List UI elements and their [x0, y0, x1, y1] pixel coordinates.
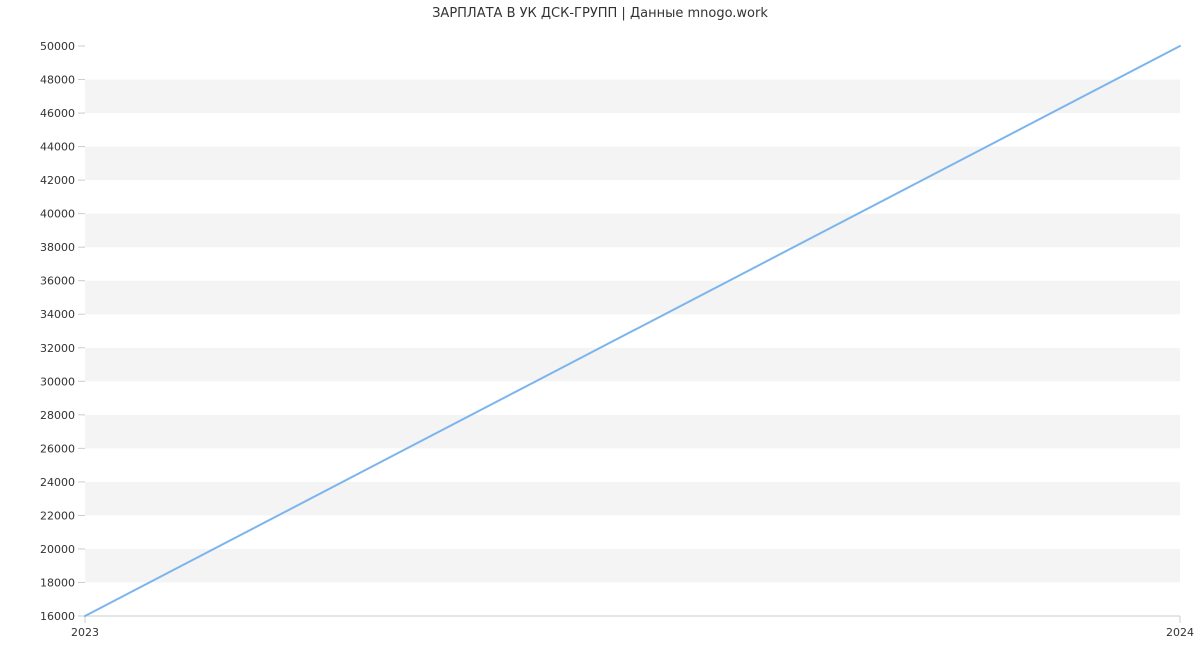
grid-band — [85, 113, 1180, 147]
grid-band — [85, 247, 1180, 281]
y-tick-label: 34000 — [40, 308, 75, 321]
grid-band — [85, 147, 1180, 181]
chart-title: ЗАРПЛАТА В УК ДСК-ГРУПП | Данные mnogo.w… — [0, 6, 1200, 21]
y-tick-label: 18000 — [40, 576, 75, 589]
grid-band — [85, 515, 1180, 549]
grid-band — [85, 46, 1180, 80]
grid-band — [85, 448, 1180, 482]
chart-plot-area: 16000 18000 20000 22000 24000 26000 28000 30000… — [0, 0, 1200, 650]
y-tick-label: 48000 — [40, 74, 75, 87]
grid-band — [85, 214, 1180, 248]
y-tick-label: 46000 — [40, 107, 75, 120]
grid-band — [85, 482, 1180, 516]
y-tick-label: 24000 — [40, 476, 75, 489]
salary-line-chart: ЗАРПЛАТА В УК ДСК-ГРУПП | Данные mnogo.w… — [0, 0, 1200, 650]
y-tick-label: 42000 — [40, 174, 75, 187]
grid-band — [85, 582, 1180, 616]
y-tick-label: 26000 — [40, 442, 75, 455]
y-tick-label: 36000 — [40, 275, 75, 288]
grid-band — [85, 281, 1180, 315]
y-tick-label: 22000 — [40, 509, 75, 522]
grid-band — [85, 180, 1180, 214]
x-tick-label: 2024 — [1166, 626, 1194, 639]
grid-band — [85, 381, 1180, 415]
grid-band — [85, 80, 1180, 114]
y-tick-label: 30000 — [40, 375, 75, 388]
grid-band — [85, 415, 1180, 449]
x-tick-label: 2023 — [71, 626, 99, 639]
y-tick-label: 32000 — [40, 342, 75, 355]
y-tick-label: 50000 — [40, 40, 75, 53]
y-tick-label: 40000 — [40, 208, 75, 221]
y-tick-label: 28000 — [40, 409, 75, 422]
y-tick-label: 38000 — [40, 241, 75, 254]
y-tick-label: 20000 — [40, 543, 75, 556]
grid-band — [85, 549, 1180, 583]
grid-band — [85, 348, 1180, 382]
y-tick-label: 16000 — [40, 610, 75, 623]
y-tick-label: 44000 — [40, 141, 75, 154]
